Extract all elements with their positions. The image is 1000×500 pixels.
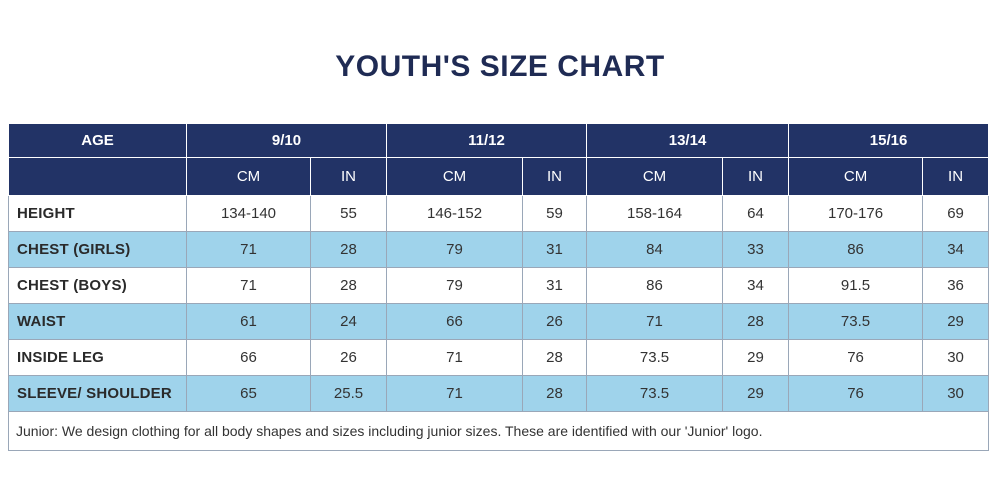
table-cell: 76: [788, 339, 924, 376]
table-row: SLEEVE/ SHOULDER 65 25.5 71 28 73.5 29 76 30: [8, 375, 990, 412]
header-row-units: CM IN CM IN CM IN CM IN: [8, 157, 990, 196]
table-cell: 134-140: [186, 195, 311, 232]
unit-header: CM: [788, 157, 924, 196]
table-row: HEIGHT 134-140 55 146-152 59 158-164 64 170-176…: [8, 195, 990, 232]
table-cell: 91.5: [788, 267, 924, 304]
table-cell: 36: [922, 267, 990, 304]
table-cell: 29: [922, 303, 990, 340]
unit-header: IN: [309, 157, 388, 196]
table-cell: 64: [722, 195, 790, 232]
unit-header: IN: [922, 157, 990, 196]
table-cell: 24: [309, 303, 388, 340]
page-title: YOUTH'S SIZE CHART: [335, 50, 665, 83]
table-cell: 25.5: [309, 375, 388, 412]
unit-header: CM: [386, 157, 524, 196]
table-cell: 66: [386, 303, 524, 340]
note-row: Junior: We design clothing for all body …: [7, 411, 990, 451]
unit-header: IN: [722, 157, 790, 196]
table-cell: 79: [386, 231, 524, 268]
table-cell: 65: [186, 375, 311, 412]
table-row: INSIDE LEG 66 26 71 28 73.5 29 76 30: [8, 339, 990, 376]
table-cell: 26: [309, 339, 388, 376]
table-cell: 31: [522, 231, 588, 268]
table-cell: 55: [309, 195, 388, 232]
table-cell: 30: [922, 339, 990, 376]
table-cell: 29: [722, 375, 790, 412]
table-cell: 28: [522, 375, 588, 412]
row-label: CHEST (GIRLS): [8, 231, 187, 268]
unit-header-blank: [8, 157, 187, 196]
table-cell: 71: [386, 339, 524, 376]
unit-header: CM: [186, 157, 311, 196]
table-cell: 34: [922, 231, 990, 268]
row-label: WAIST: [8, 303, 187, 340]
table-header: AGE 9/10 11/12 13/14 15/16 CM IN CM IN CM IN CM IN: [8, 123, 990, 196]
table-cell: 76: [788, 375, 924, 412]
age-group-header: 9/10: [185, 123, 388, 158]
age-group-header: 15/16: [788, 123, 990, 158]
table-row: CHEST (BOYS) 71 28 79 31 86 34 91.5 36: [8, 267, 990, 304]
row-label: SLEEVE/ SHOULDER: [8, 375, 187, 412]
table-cell: 84: [586, 231, 724, 268]
table-cell: 86: [788, 231, 924, 268]
table-cell: 158-164: [586, 195, 724, 232]
table-cell: 28: [309, 231, 388, 268]
table-cell: 73.5: [788, 303, 924, 340]
table-cell: 30: [922, 375, 990, 412]
table-cell: 79: [386, 267, 524, 304]
table-cell: 59: [522, 195, 588, 232]
table-cell: 29: [722, 339, 790, 376]
table-cell: 28: [309, 267, 388, 304]
table-cell: 71: [386, 375, 524, 412]
table-cell: 66: [186, 339, 311, 376]
row-label: CHEST (BOYS): [8, 267, 187, 304]
junior-note: Junior: We design clothing for all body …: [7, 411, 990, 451]
table-cell: 71: [186, 267, 311, 304]
table-cell: 61: [186, 303, 311, 340]
table-cell: 69: [922, 195, 990, 232]
row-label: HEIGHT: [8, 195, 187, 232]
table-cell: 71: [186, 231, 311, 268]
table-cell: 73.5: [586, 375, 724, 412]
table-cell: 28: [522, 339, 588, 376]
table-cell: 73.5: [586, 339, 724, 376]
table-row: CHEST (GIRLS) 71 28 79 31 84 33 86 34: [8, 231, 990, 268]
age-header: AGE: [8, 123, 187, 158]
table-cell: 28: [722, 303, 790, 340]
table-cell: 33: [722, 231, 790, 268]
header-row-ages: AGE 9/10 11/12 13/14 15/16: [8, 123, 990, 158]
table-cell: 34: [722, 267, 790, 304]
unit-header: IN: [522, 157, 588, 196]
unit-header: CM: [586, 157, 724, 196]
table-cell: 31: [522, 267, 588, 304]
row-label: INSIDE LEG: [8, 339, 187, 376]
age-group-header: 11/12: [386, 123, 588, 158]
table-cell: 71: [586, 303, 724, 340]
table-body: HEIGHT 134-140 55 146-152 59 158-164 64 170-176…: [7, 195, 990, 451]
table-cell: 26: [522, 303, 588, 340]
table-cell: 146-152: [386, 195, 524, 232]
table-cell: 86: [586, 267, 724, 304]
table-row: WAIST 61 24 66 26 71 28 73.5 29: [8, 303, 990, 340]
table-cell: 170-176: [788, 195, 924, 232]
age-group-header: 13/14: [586, 123, 790, 158]
size-chart-table: AGE 9/10 11/12 13/14 15/16 CM IN CM IN CM IN CM IN H…: [7, 123, 990, 451]
